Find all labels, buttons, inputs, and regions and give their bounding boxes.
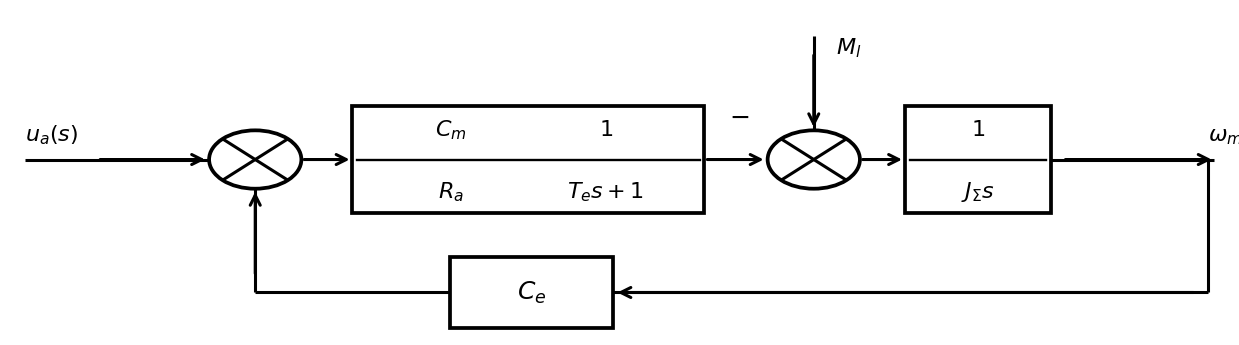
Text: $\omega_m(s)$: $\omega_m(s)$ [1208,123,1239,147]
Text: $u_a(s)$: $u_a(s)$ [25,123,78,147]
Text: $-$: $-$ [729,105,750,129]
Bar [450,257,613,328]
Text: $1$: $1$ [970,119,985,141]
Text: $C_e$: $C_e$ [517,279,546,306]
Bar [352,106,705,213]
Bar [904,106,1051,213]
Text: $J_{\Sigma}s$: $J_{\Sigma}s$ [960,180,995,204]
Text: $1$: $1$ [598,119,613,141]
Text: $M_l$: $M_l$ [835,36,861,60]
Text: $C_m$: $C_m$ [435,119,467,142]
Text: $T_e s+1$: $T_e s+1$ [567,180,644,204]
Text: $R_a$: $R_a$ [439,180,463,204]
